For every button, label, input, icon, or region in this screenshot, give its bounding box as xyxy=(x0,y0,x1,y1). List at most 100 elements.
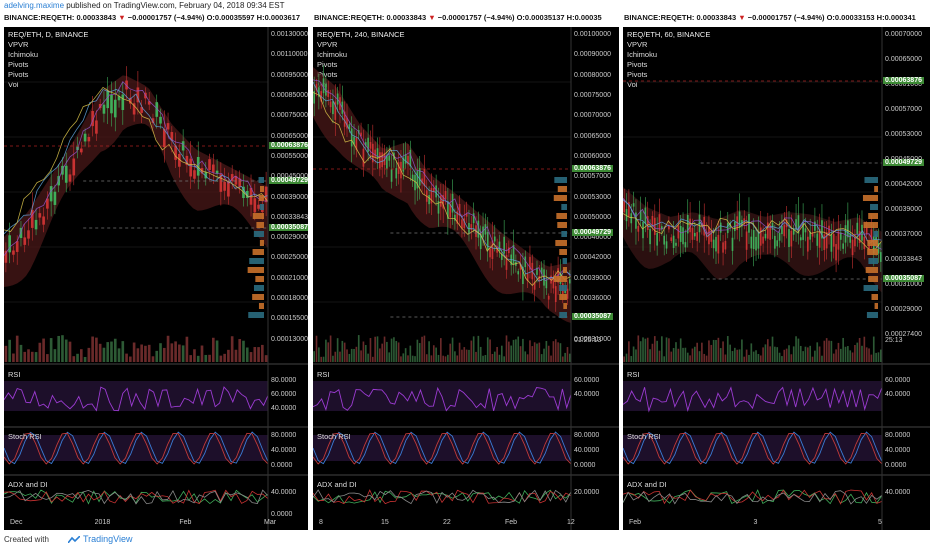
candle-body xyxy=(376,148,379,159)
candle-body xyxy=(689,218,691,233)
candle-body xyxy=(170,132,174,141)
stoch-rsi-label[interactable]: Stoch RSI xyxy=(627,432,661,441)
volume-bar xyxy=(409,345,412,362)
legend-item-vpvr[interactable]: VPVR xyxy=(627,40,648,49)
volume-bar xyxy=(710,344,713,362)
candle-body xyxy=(346,117,348,129)
adx-label[interactable]: ADX and DI xyxy=(317,480,357,489)
candle-body xyxy=(350,128,353,147)
candle-body xyxy=(257,204,260,209)
candle-body xyxy=(264,186,268,203)
adx-label[interactable]: ADX and DI xyxy=(8,480,48,489)
volume-bar xyxy=(762,347,764,362)
rsi-axis-label: 60.0000 xyxy=(271,391,297,398)
volume-bar xyxy=(447,354,449,362)
legend-item-pivots[interactable]: Pivots xyxy=(8,70,29,79)
stoch-axis-label: 0.0000 xyxy=(271,462,293,469)
volume-profile-bar xyxy=(559,249,567,255)
legend-item-vol[interactable]: Vol xyxy=(8,80,19,89)
volume-profile-bar xyxy=(260,186,264,192)
candle-body xyxy=(423,169,426,187)
candle-body xyxy=(230,174,234,182)
stoch-rsi-label[interactable]: Stoch RSI xyxy=(317,432,351,441)
legend-item-vpvr[interactable]: VPVR xyxy=(317,40,338,49)
legend-item-pivots[interactable]: Pivots xyxy=(317,60,338,69)
volume-bar xyxy=(825,338,828,362)
legend-item-vol[interactable]: Vol xyxy=(627,80,638,89)
footer: Created with TradingView xyxy=(0,530,932,550)
legend-item-ichimoku[interactable]: Ichimoku xyxy=(627,50,658,59)
volume-profile-bar xyxy=(557,222,567,228)
volume-bar xyxy=(691,348,694,362)
time-axis-label: Dec xyxy=(10,519,23,526)
volume-profile-bar xyxy=(867,240,878,246)
volume-bar xyxy=(117,348,121,362)
volume-bar xyxy=(719,348,722,362)
rsi-label[interactable]: RSI xyxy=(8,370,21,379)
candle-body xyxy=(46,198,49,209)
candle-body xyxy=(797,215,800,234)
rsi-label[interactable]: RSI xyxy=(627,370,640,379)
author-link[interactable]: adelving.maxime xyxy=(4,1,65,10)
volume-profile-bar xyxy=(259,240,264,246)
volume-profile-bar xyxy=(874,303,878,309)
volume-bar xyxy=(110,341,113,362)
stoch-band xyxy=(4,435,268,461)
legend-item-pivots[interactable]: Pivots xyxy=(317,70,338,79)
volume-profile-bar xyxy=(559,285,567,291)
candle-body xyxy=(828,225,830,236)
candle-body xyxy=(651,215,654,226)
volume-bar xyxy=(788,345,790,362)
volume-bar xyxy=(774,346,776,362)
volume-bar xyxy=(750,343,753,362)
ticker-line-2: BINANCE:REQETH: 0.00033843 ▼ −0.00001757… xyxy=(314,13,602,22)
rsi-label[interactable]: RSI xyxy=(317,370,330,379)
volume-bar xyxy=(357,335,360,362)
price-axis-label: 0.00021000 xyxy=(271,274,308,282)
volume-bar xyxy=(418,343,421,362)
chart-panel-daily[interactable]: REQ/ETH, D, BINANCE VPVR Ichimoku Pivots… xyxy=(4,27,308,530)
volume-bar xyxy=(234,349,238,362)
volume-bar xyxy=(430,355,433,362)
legend-item-pivots[interactable]: Pivots xyxy=(627,60,648,69)
candle-body xyxy=(388,155,391,161)
volume-bar xyxy=(776,347,779,362)
candle-body xyxy=(15,241,19,252)
volume-bar xyxy=(451,337,454,362)
volume-bar xyxy=(766,339,769,362)
price-axis-label: 0.00065000 xyxy=(271,132,308,140)
candle-body xyxy=(402,157,405,172)
candle-body xyxy=(416,171,419,189)
legend-item-vpvr[interactable]: VPVR xyxy=(8,40,29,49)
ticker-open: O:0.00033153 xyxy=(826,13,875,22)
volume-bar xyxy=(729,344,731,362)
price-level-tag: 0.00049729 xyxy=(269,177,308,184)
chart-panel-4h[interactable]: REQ/ETH, 240, BINANCE VPVR Ichimoku Pivo… xyxy=(313,27,619,530)
candle-body xyxy=(679,225,682,242)
stoch-rsi-label[interactable]: Stoch RSI xyxy=(8,432,42,441)
volume-bar xyxy=(38,342,42,362)
volume-bar xyxy=(743,356,746,362)
candle-body xyxy=(234,175,238,185)
volume-bar xyxy=(783,349,786,362)
legend-item-ichimoku[interactable]: Ichimoku xyxy=(8,50,39,59)
volume-bar xyxy=(651,343,654,362)
candle-body xyxy=(364,142,367,146)
adx-label[interactable]: ADX and DI xyxy=(627,480,667,489)
volume-bar xyxy=(98,343,102,362)
legend-item-pivots[interactable]: Pivots xyxy=(627,70,648,79)
legend-item-pivots[interactable]: Pivots xyxy=(8,60,29,69)
candle-body xyxy=(498,241,501,251)
price-axis-label: 0.00065000 xyxy=(574,132,611,140)
candle-body xyxy=(211,164,215,173)
legend-item-ichimoku[interactable]: Ichimoku xyxy=(317,50,348,59)
stoch-axis-label: 40.0000 xyxy=(574,447,600,454)
chart-panel-1h[interactable]: REQ/ETH, 60, BINANCE VPVR Ichimoku Pivot… xyxy=(623,27,930,530)
volume-bar xyxy=(821,355,823,362)
volume-bar xyxy=(545,340,548,362)
volume-bar xyxy=(557,342,559,362)
tradingview-brand-link[interactable]: TradingView xyxy=(68,534,133,544)
price-axis-label: 0.00095000 xyxy=(271,71,308,79)
volume-profile-bar xyxy=(557,186,567,192)
candle-body xyxy=(668,225,670,230)
